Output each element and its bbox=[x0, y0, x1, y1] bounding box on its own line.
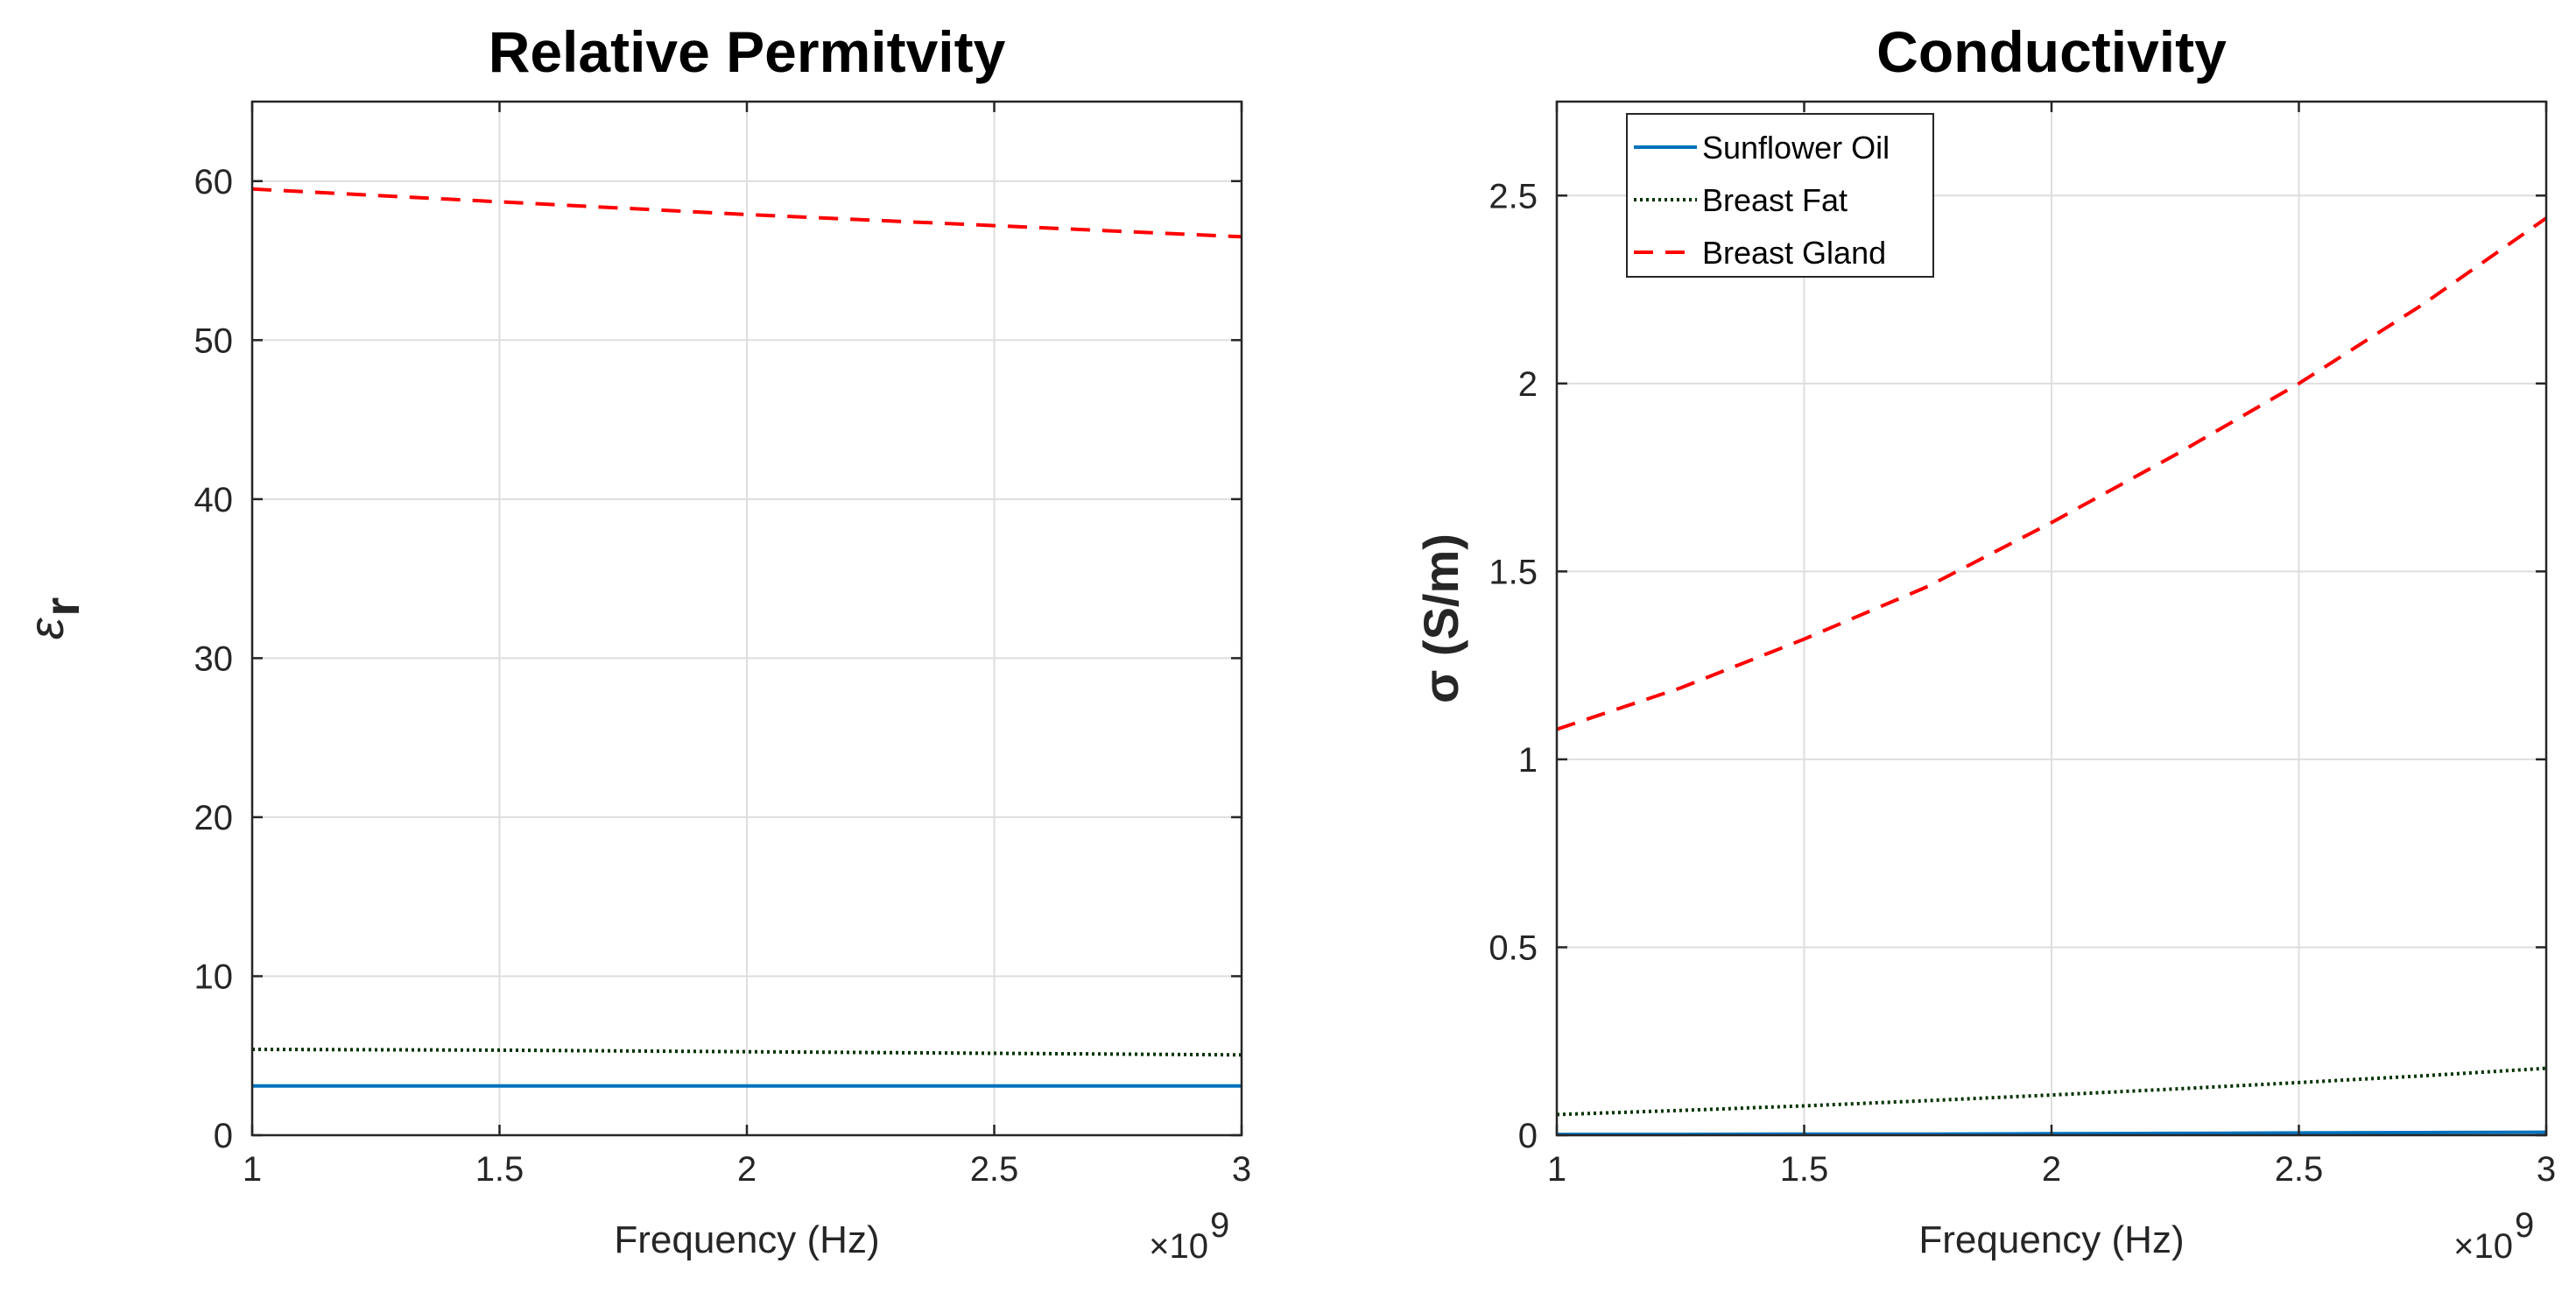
legend-box bbox=[1626, 113, 1934, 278]
y-tick-label: 50 bbox=[194, 321, 234, 360]
x-exponent-label: ×10 bbox=[2453, 1227, 2513, 1266]
x-axis-label: Frequency (Hz) bbox=[614, 1218, 879, 1261]
chart-title: Relative Permitvity bbox=[489, 19, 1006, 84]
y-tick-label: 1.5 bbox=[1489, 553, 1538, 591]
y-tick-label: 10 bbox=[194, 957, 234, 996]
y-tick-label: 30 bbox=[194, 639, 234, 678]
x-axis-label: Frequency (Hz) bbox=[1918, 1218, 2184, 1261]
y-tick-label: 0 bbox=[214, 1117, 233, 1155]
x-tick-label: 3 bbox=[1232, 1150, 1251, 1189]
legend-label: Sunflower Oil bbox=[1702, 130, 1890, 166]
chart-title: Conductivity bbox=[1876, 19, 2227, 84]
x-exponent-label: ×10 bbox=[1149, 1227, 1208, 1266]
x-exponent-power: 9 bbox=[2515, 1206, 2534, 1245]
y-tick-label: 1 bbox=[1518, 741, 1538, 780]
x-tick-label: 1 bbox=[243, 1150, 262, 1189]
legend: Sunflower Oil Breast Fat Breast Gland bbox=[1626, 113, 1934, 278]
x-tick-label: 2 bbox=[2042, 1150, 2061, 1189]
y-tick-label: 2 bbox=[1518, 365, 1538, 404]
x-tick-label: 1 bbox=[1547, 1150, 1566, 1189]
y-tick-label: 60 bbox=[194, 163, 234, 201]
y-tick-label: 2.5 bbox=[1489, 177, 1538, 215]
conductivity-chart: 1 1.5 2 2.5 3 0 0.5 1 1.5 2 2.5 Conductivity Frequen… bbox=[1413, 19, 2556, 1266]
legend-label: Breast Gland bbox=[1702, 235, 1886, 271]
y-tick-label: 0.5 bbox=[1489, 928, 1538, 967]
y-axis-label: εr bbox=[18, 597, 89, 639]
legend-label: Breast Fat bbox=[1702, 182, 1848, 218]
y-tick-label: 0 bbox=[1518, 1117, 1538, 1155]
x-exponent-power: 9 bbox=[1210, 1206, 1229, 1245]
series-line-breast-gland bbox=[1556, 216, 2548, 731]
x-tick-label: 1.5 bbox=[1780, 1150, 1829, 1189]
y-axis-label: σ (S/m) bbox=[1413, 533, 1468, 703]
y-tick-label: 20 bbox=[194, 799, 234, 837]
x-tick-label: 3 bbox=[2537, 1150, 2556, 1189]
x-tick-label: 2.5 bbox=[970, 1150, 1019, 1189]
x-tick-label: 2.5 bbox=[2275, 1150, 2324, 1189]
y-tick-label: 40 bbox=[194, 481, 234, 519]
x-tick-label: 1.5 bbox=[475, 1150, 524, 1189]
x-tick-label: 2 bbox=[737, 1150, 757, 1189]
series-line-breast-gland bbox=[251, 187, 1242, 239]
